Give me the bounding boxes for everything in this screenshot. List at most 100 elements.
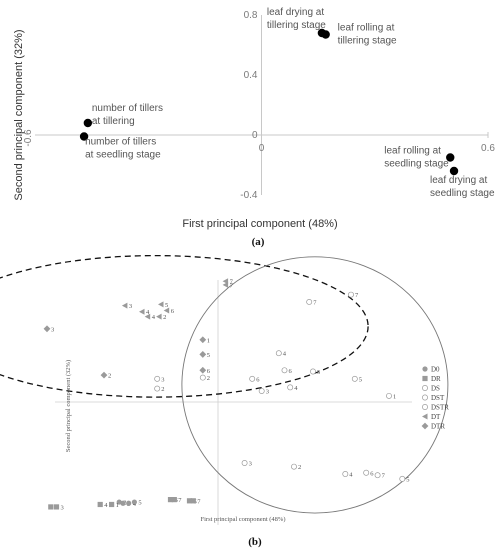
point-label-b: 6 [207,368,211,375]
point-label-b: 5 [165,302,168,309]
y-axis-label-b: Second principal component (32%) [65,360,72,452]
marker-diamond [100,371,108,379]
data-point-a [446,153,455,162]
marker-open-circle [258,388,265,394]
data-label-a: at seedling stage [85,150,161,161]
marker-square [48,504,54,510]
marker-open-circle [306,299,313,305]
point-label-b: 4 [152,314,156,321]
data-label-a: leaf drying at [267,7,324,18]
point-label-b: 3 [61,504,64,511]
point-label-b: 3 [129,303,132,310]
data-label-a: number of tillers [85,137,156,148]
point-label-b: 7 [197,498,201,505]
data-label-a: at tillering [92,116,135,127]
marker-square [109,501,115,508]
point-label-b: 4 [146,309,150,316]
marker-open-circle [422,404,428,410]
x-axis-label-a: First principal component (48%) [182,218,337,230]
marker-square [422,375,428,382]
marker-open-circle [342,471,349,477]
marker-open-circle [422,385,428,391]
marker-triangle [158,301,164,308]
legend-entry-b: DS [431,385,440,393]
marker-open-circle [310,368,316,375]
data-label-a: seedling stage [384,159,449,170]
marker-triangle [163,307,170,314]
panel-label-b: (b) [248,536,262,548]
point-label-b: 5 [317,369,320,376]
marker-square [171,497,177,503]
marker-circle [126,500,132,506]
point-label-b: 6 [171,308,175,315]
point-label-b: 1 [207,337,210,344]
point-label-b: 2 [298,464,301,471]
marker-open-circle [249,375,256,382]
point-label-b: 7 [355,292,359,299]
x-tick-label-a: 0 [259,143,265,154]
panel-a-scatter: 0.8 0.4 0 -0.4 0 0.6 -0.6 leaf drying at tilleri… [13,7,495,248]
point-label-b: 2 [108,373,111,380]
y-tick-label-a: 0.8 [244,10,258,21]
marker-open-circle [348,291,354,298]
marker-open-circle [287,384,294,391]
marker-circle [422,366,428,372]
legend-entry-b: DR [431,375,441,383]
data-point-a [83,118,93,128]
marker-open-circle [422,394,428,401]
data-label-a: tillering stage [338,36,397,47]
marker-triangle [144,313,151,320]
marker-open-circle [154,375,161,382]
ellipse-solid [181,256,449,514]
legend-entry-b: DT [431,413,441,421]
marker-open-circle [241,460,248,466]
marker-square [53,504,60,510]
marker-open-circle [363,469,370,476]
marker-open-circle [399,475,406,482]
marker-open-circle [291,463,297,470]
y-tick-label-a: -0.4 [240,190,258,201]
marker-square [97,501,103,508]
data-label-a: seedling stage [430,188,495,199]
ellipse-dashed [0,254,369,398]
legend-entry-b: DSTR [431,404,449,412]
point-label-b: 5 [138,500,141,507]
data-label-a: number of tillers [92,103,163,114]
marker-triangle [222,281,229,288]
y-axis-label-a: Second principal component (32%) [13,29,25,200]
data-label-a: leaf drying at [430,175,487,186]
point-label-b: 3 [266,389,269,396]
marker-diamond [199,336,207,344]
point-label-b: 4 [283,351,287,358]
data-point-a [79,132,89,141]
point-label-b: 5 [207,352,210,359]
point-label-b: 2 [161,386,164,393]
marker-triangle [422,413,428,420]
marker-circle [120,500,126,506]
point-label-b: 2 [163,314,166,321]
point-label-b: 4 [349,471,353,478]
point-label-b: 6 [370,470,374,477]
point-label-b: 7 [230,279,234,286]
marker-open-circle [154,385,161,392]
marker-square [190,498,196,504]
point-label-b: 3 [249,461,252,468]
data-point-a [321,30,330,39]
point-label-b: 4 [294,385,298,392]
x-end-tick-label-a: -0.6 [23,129,34,147]
point-label-b: 3 [161,376,164,383]
marker-diamond [43,325,51,333]
x-axis-label-b: First principal component (48%) [200,516,285,523]
point-label-b: 4 [104,502,108,509]
point-label-b: 5 [359,376,362,383]
point-label-b: 7 [382,473,386,480]
y-tick-label-a: 0 [252,130,258,141]
marker-open-circle [199,374,206,381]
data-label-a: tillering stage [267,20,326,31]
data-point-a [449,166,459,176]
marker-triangle [139,308,145,315]
marker-square [167,497,174,503]
legend-entry-b: DST [431,394,445,402]
point-label-b: 1 [116,502,119,509]
panel-b-scatter: 2345534167577155746643322324675354642773… [0,254,449,548]
